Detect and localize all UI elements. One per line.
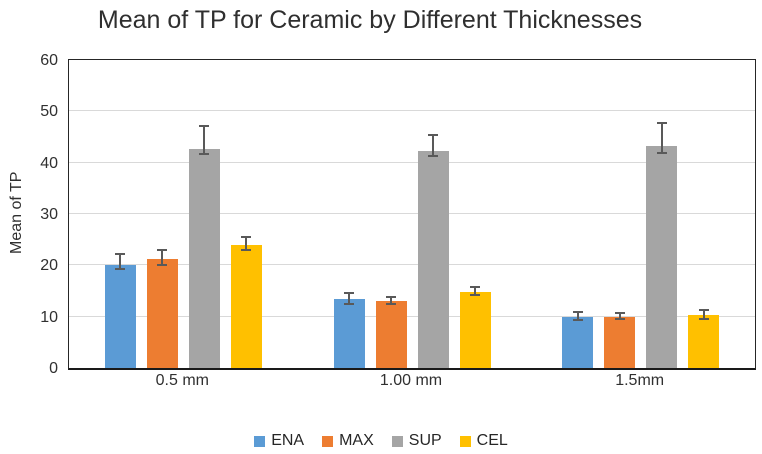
plot-area	[68, 59, 756, 370]
gridline-40	[69, 161, 755, 163]
error-bar-cap-top	[115, 252, 126, 255]
error-bar-cap-top	[157, 249, 168, 252]
gridline-10	[69, 315, 755, 317]
error-bar-sup-1.00-mm	[428, 133, 438, 158]
error-bar-cap-top	[656, 121, 667, 124]
error-bar-cap-bottom	[241, 249, 252, 252]
error-bar-line	[576, 311, 579, 321]
x-category-label-1.5mm: 1.5mm	[615, 372, 665, 389]
legend-swatch-sup	[391, 435, 403, 447]
error-bar-line	[474, 285, 476, 297]
error-bar-cap-bottom	[656, 151, 667, 154]
bar-max-0.5-mm	[146, 258, 178, 368]
legend-label-cel: CEL	[476, 432, 508, 449]
error-bar-line	[390, 295, 392, 306]
error-bar-cap-top	[428, 133, 438, 136]
error-bar-cap-bottom	[386, 303, 396, 306]
error-bar-sup-1.5mm	[656, 121, 667, 154]
legend-item-sup: SUP	[391, 432, 442, 450]
error-bar-cap-top	[572, 311, 583, 314]
gridline-30	[69, 213, 755, 214]
bar-ena-1.5mm	[562, 316, 594, 368]
bar-cel-1.00-mm	[459, 292, 491, 368]
error-bar-line	[432, 133, 434, 158]
error-bar-cap-top	[470, 285, 480, 288]
error-bar-cel-1.00-mm	[470, 285, 480, 297]
error-bar-cap-top	[199, 124, 210, 127]
error-bar-max-1.00-mm	[386, 295, 396, 306]
bar-cel-0.5-mm	[230, 245, 262, 368]
error-bar-line	[348, 291, 350, 306]
error-bar-cap-top	[241, 235, 252, 238]
error-bar-line	[119, 252, 122, 271]
x-category-label-1.00-mm: 1.00 mm	[379, 372, 443, 389]
bar-ena-1.00-mm	[333, 299, 365, 368]
legend: ENA MAX SUP CEL	[0, 432, 762, 450]
error-bar-cap-bottom	[614, 318, 625, 321]
error-bar-line	[203, 124, 206, 155]
gridline-50	[69, 110, 755, 112]
bar-sup-0.5-mm	[188, 148, 220, 368]
y-tick-label-0: 0	[49, 360, 58, 377]
error-bar-cap-bottom	[199, 152, 210, 155]
y-tick-label-20: 20	[40, 257, 58, 275]
error-bar-line	[245, 235, 248, 252]
legend-swatch-ena	[254, 435, 266, 447]
error-bar-cap-bottom	[572, 318, 583, 321]
legend-swatch-max	[322, 435, 334, 447]
legend-label-max: MAX	[339, 432, 374, 449]
bar-sup-1.5mm	[646, 146, 678, 368]
error-bar-ena-0.5-mm	[115, 252, 126, 271]
legend-label-sup: SUP	[408, 432, 442, 449]
error-bar-cap-bottom	[115, 268, 126, 271]
error-bar-cel-0.5-mm	[241, 235, 252, 252]
bar-sup-1.00-mm	[417, 150, 449, 368]
error-bar-cap-top	[614, 312, 625, 315]
legend-item-ena: ENA	[254, 432, 304, 450]
x-category-label-0.5-mm: 0.5 mm	[155, 372, 209, 389]
bar-max-1.5mm	[604, 316, 636, 368]
error-bar-line	[702, 308, 705, 320]
error-bar-cap-bottom	[698, 317, 709, 320]
error-bar-cap-bottom	[470, 294, 480, 297]
error-bar-ena-1.5mm	[572, 311, 583, 321]
legend-swatch-cel	[459, 435, 471, 447]
error-bar-cel-1.5mm	[698, 308, 709, 320]
legend-item-max: MAX	[322, 432, 374, 450]
error-bar-ena-1.00-mm	[344, 291, 354, 306]
bar-max-1.00-mm	[375, 300, 407, 368]
error-bar-cap-top	[698, 308, 709, 311]
error-bar-max-1.5mm	[614, 312, 625, 321]
legend-label-ena: ENA	[271, 432, 305, 449]
error-bar-max-0.5-mm	[157, 249, 168, 267]
chart-title: Mean of TP for Ceramic by Different Thic…	[97, 6, 643, 34]
error-bar-cap-top	[344, 291, 354, 294]
error-bar-line	[161, 249, 164, 267]
y-tick-label-60: 60	[40, 52, 58, 69]
y-tick-label-10: 10	[40, 308, 58, 326]
bar-ena-0.5-mm	[104, 265, 136, 368]
error-bar-cap-bottom	[428, 155, 438, 158]
legend-item-cel: CEL	[459, 432, 508, 450]
error-bar-line	[660, 121, 663, 154]
y-tick-label-30: 30	[40, 206, 58, 223]
error-bar-line	[618, 312, 621, 321]
y-tick-label-40: 40	[40, 154, 58, 172]
error-bar-cap-bottom	[344, 303, 354, 306]
bar-cel-1.5mm	[688, 314, 720, 368]
gridline-20	[69, 264, 755, 266]
error-bar-cap-bottom	[157, 264, 168, 267]
error-bar-sup-0.5-mm	[199, 124, 210, 155]
error-bar-cap-top	[386, 295, 396, 298]
y-tick-label-50: 50	[40, 103, 58, 121]
